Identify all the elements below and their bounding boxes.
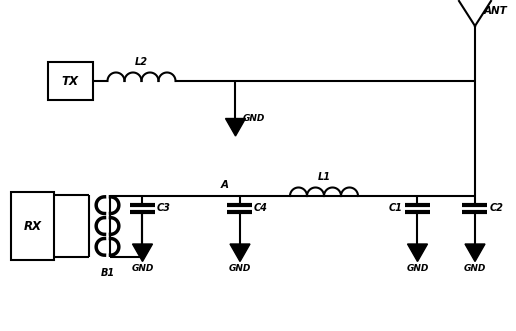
Text: A: A [221,180,229,190]
Text: B1: B1 [101,268,115,278]
Text: GND: GND [229,264,251,273]
Polygon shape [230,244,250,261]
Text: RX: RX [24,219,41,232]
Bar [47,62,92,100]
Polygon shape [408,244,427,261]
Text: C2: C2 [490,203,504,213]
Text: ANT: ANT [484,6,508,16]
Text: L1: L1 [317,171,331,181]
Text: GND: GND [243,114,265,122]
Polygon shape [225,118,246,136]
Text: TX: TX [61,74,78,87]
Text: GND: GND [406,264,429,273]
Polygon shape [465,244,485,261]
Text: GND: GND [464,264,486,273]
Text: L2: L2 [135,57,148,67]
Text: C3: C3 [156,203,170,213]
Polygon shape [133,244,153,261]
Text: C1: C1 [389,203,402,213]
Text: GND: GND [131,264,154,273]
Bar [11,192,54,260]
Text: C4: C4 [254,203,268,213]
